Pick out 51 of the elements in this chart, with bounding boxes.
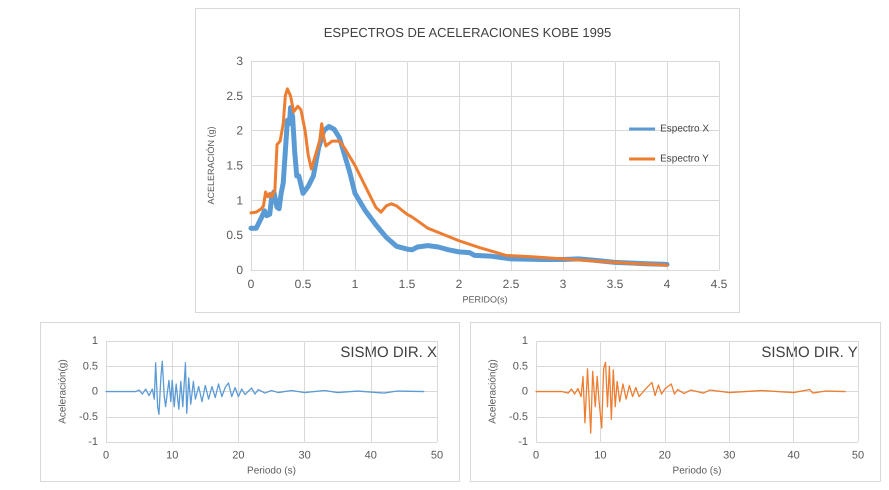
y-tick-label: 0.5 [82, 360, 98, 372]
x-tick-label: 10 [594, 450, 607, 462]
x-tick-label: 1 [352, 277, 359, 291]
y-tick-label: 0 [236, 263, 244, 277]
y-tick-label: 0.5 [512, 360, 528, 372]
y-tick-label: 1.5 [226, 158, 244, 172]
annotation: SISMO DIR. Y [761, 344, 858, 361]
legend-label: Espectro X [660, 124, 710, 134]
legend-label: Espectro Y [660, 154, 710, 164]
x-tick-label: 1.5 [398, 277, 416, 291]
y-tick-label: -0.5 [79, 410, 98, 423]
y-tick-label: 1 [236, 193, 244, 208]
x-tick-label: 2 [456, 277, 463, 291]
y-axis-title: ACELERACIÓN (g) [206, 126, 216, 205]
x-tick-label: 10 [166, 450, 178, 462]
x-tick-label: 0 [102, 450, 110, 462]
y-tick-label: 0 [92, 386, 98, 398]
x-tick-label: 3 [560, 277, 567, 291]
y-tick-label: 1 [522, 335, 528, 347]
x-tick-label: 0.5 [294, 277, 312, 291]
y-tick-label: -0.5 [509, 410, 528, 423]
y-axis-title: Aceleración(g) [58, 359, 69, 424]
x-tick-label: 4 [664, 277, 671, 291]
x-axis-title: Periodo (s) [672, 466, 722, 476]
y-tick-label: -1 [518, 436, 528, 448]
y-tick-label: 2.5 [226, 88, 244, 103]
y-tick-label: 0 [522, 386, 528, 398]
annotation: SISMO DIR. X [340, 344, 438, 361]
y-tick-label: 0.5 [226, 228, 244, 242]
y-tick-label: 3 [236, 54, 244, 68]
y-tick-label: 1 [92, 335, 98, 347]
x-tick-label: 40 [364, 450, 377, 462]
line-series [535, 362, 846, 434]
x-tick-label: 0 [248, 277, 255, 291]
x-tick-label: 20 [658, 450, 671, 462]
x-tick-label: 30 [298, 450, 311, 462]
chart-title: ESPECTROS DE ACELERACIONES KOBE 1995 [324, 25, 612, 40]
y-tick-label: 2 [236, 124, 244, 138]
line-series [105, 360, 424, 415]
x-axis-title: Periodo (s) [247, 466, 296, 476]
x-tick-label: 50 [430, 450, 444, 462]
x-tick-label: 20 [232, 450, 245, 462]
x-tick-label: 40 [787, 450, 800, 462]
x-tick-label: 0 [532, 450, 540, 462]
x-axis-title: PERIDO(s) [462, 294, 508, 304]
x-tick-label: 50 [852, 450, 864, 462]
x-tick-label: 30 [723, 450, 736, 462]
x-tick-label: 4.5 [710, 277, 728, 291]
y-tick-label: -1 [88, 436, 98, 448]
y-axis-title: Aceleración(g) [488, 359, 499, 424]
x-tick-label: 3.5 [606, 277, 624, 291]
